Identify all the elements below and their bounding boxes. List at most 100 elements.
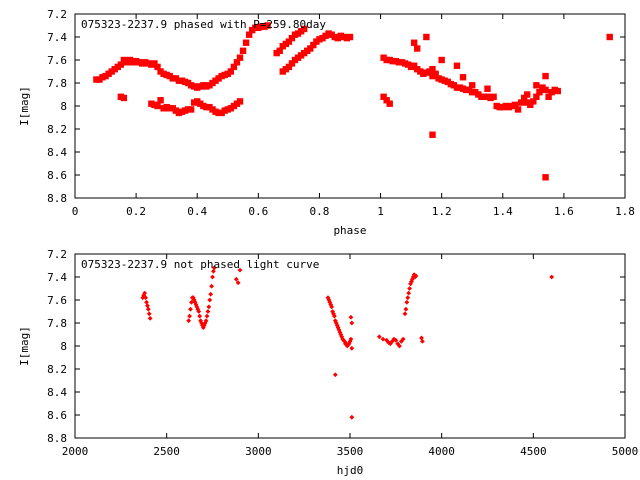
data-point — [410, 62, 418, 69]
data-point — [288, 34, 296, 42]
y-tick-label: 8.6 — [47, 409, 67, 422]
phased-light-curve-panel: 0 0.2 0.4 0.6 0.8 1 1.2 1.4 1.6 1.8 7.2 7.4 7.6 7.8 8 8… — [18, 8, 635, 237]
data-point — [349, 345, 355, 351]
data-point — [459, 74, 467, 81]
data-point — [276, 47, 283, 54]
data-point — [237, 267, 243, 273]
data-point — [380, 93, 387, 100]
data-point — [332, 313, 337, 319]
data-point — [514, 106, 522, 113]
data-point — [300, 25, 308, 33]
data-point — [233, 276, 239, 282]
data-point — [383, 97, 390, 104]
y-axis-label: I[mag] — [18, 86, 31, 126]
data-point — [230, 63, 238, 71]
data-point — [393, 337, 399, 343]
data-point — [386, 340, 391, 345]
data-point — [432, 70, 439, 77]
plot-frame — [74, 253, 626, 439]
data-point — [453, 62, 461, 69]
x-tick-label: 5000 — [612, 445, 639, 458]
data-point — [227, 68, 235, 75]
data-point — [527, 101, 534, 109]
y-tick-label: 7.2 — [47, 248, 67, 261]
data-point — [187, 106, 195, 113]
y-tick-label: 8.4 — [47, 386, 67, 399]
data-point — [146, 311, 152, 317]
data-point — [438, 56, 445, 64]
data-point — [120, 94, 128, 102]
data-point — [236, 98, 244, 105]
data-point — [236, 54, 244, 61]
data-point — [205, 309, 211, 314]
data-point — [117, 61, 125, 68]
data-point — [376, 334, 382, 340]
data-point — [542, 72, 549, 80]
data-point — [145, 306, 151, 312]
data-point — [413, 273, 419, 279]
data-point — [403, 306, 409, 312]
data-point — [203, 318, 209, 324]
data-point — [517, 99, 525, 106]
data-point — [346, 33, 354, 41]
x-axis-label: phase — [333, 224, 366, 237]
y-axis-label: I[mag] — [18, 326, 31, 366]
data-point — [420, 339, 425, 344]
data-point — [429, 131, 436, 138]
data-point — [545, 93, 552, 100]
y-tick-label: 8.8 — [47, 432, 67, 445]
y-tick-label: 8 — [60, 340, 67, 353]
data-point — [339, 334, 345, 340]
data-point — [151, 60, 158, 67]
x-tick-label: 1.6 — [554, 205, 574, 218]
data-point — [204, 313, 210, 319]
x-axis-label: hjd0 — [337, 464, 364, 477]
x-tick-label: 4000 — [428, 445, 455, 458]
chart-title: 075323-2237.9 phased with P=259.80day — [81, 18, 326, 31]
y-tick-label: 7.2 — [47, 8, 67, 21]
data-point — [410, 39, 418, 46]
x-tick-label: 2000 — [62, 445, 89, 458]
data-point — [536, 89, 543, 96]
data-point — [188, 306, 193, 312]
data-point — [348, 314, 354, 320]
x-tick-label: 0.4 — [187, 205, 207, 218]
y-tick-label: 8.4 — [47, 146, 67, 159]
data-point — [191, 297, 197, 303]
data-point — [154, 63, 161, 71]
data-point — [197, 313, 203, 319]
data-point — [414, 45, 421, 52]
data-point — [245, 31, 253, 38]
data-point — [211, 265, 217, 271]
data-point — [490, 93, 497, 100]
y-tick-label: 7.4 — [47, 31, 67, 44]
y-tick-label: 7.6 — [47, 54, 67, 67]
data-point — [405, 295, 411, 301]
data-point — [349, 414, 355, 420]
chart-title: 075323-2237.9 not phased light curve — [81, 258, 319, 271]
data-point — [207, 297, 213, 303]
data-point — [239, 47, 247, 54]
data-point — [484, 85, 491, 92]
y-tick-label: 8.8 — [47, 192, 67, 205]
data-point — [384, 337, 390, 343]
data-point — [542, 174, 549, 181]
data-point — [210, 274, 215, 280]
x-tick-label: 0.2 — [126, 205, 146, 218]
data-point — [549, 274, 555, 280]
data-point — [533, 93, 540, 100]
data-point — [349, 320, 355, 326]
y-tick-label: 7.8 — [47, 317, 67, 330]
data-point — [189, 299, 194, 305]
data-point — [348, 336, 354, 342]
data-point — [211, 268, 216, 274]
data-point — [333, 320, 339, 326]
data-point — [206, 304, 212, 310]
y-tick-label: 7.4 — [47, 271, 67, 284]
data-point — [235, 280, 241, 286]
x-tick-label: 4500 — [520, 445, 547, 458]
data-point — [542, 86, 549, 94]
data-point — [606, 33, 613, 41]
data-point — [386, 100, 393, 107]
